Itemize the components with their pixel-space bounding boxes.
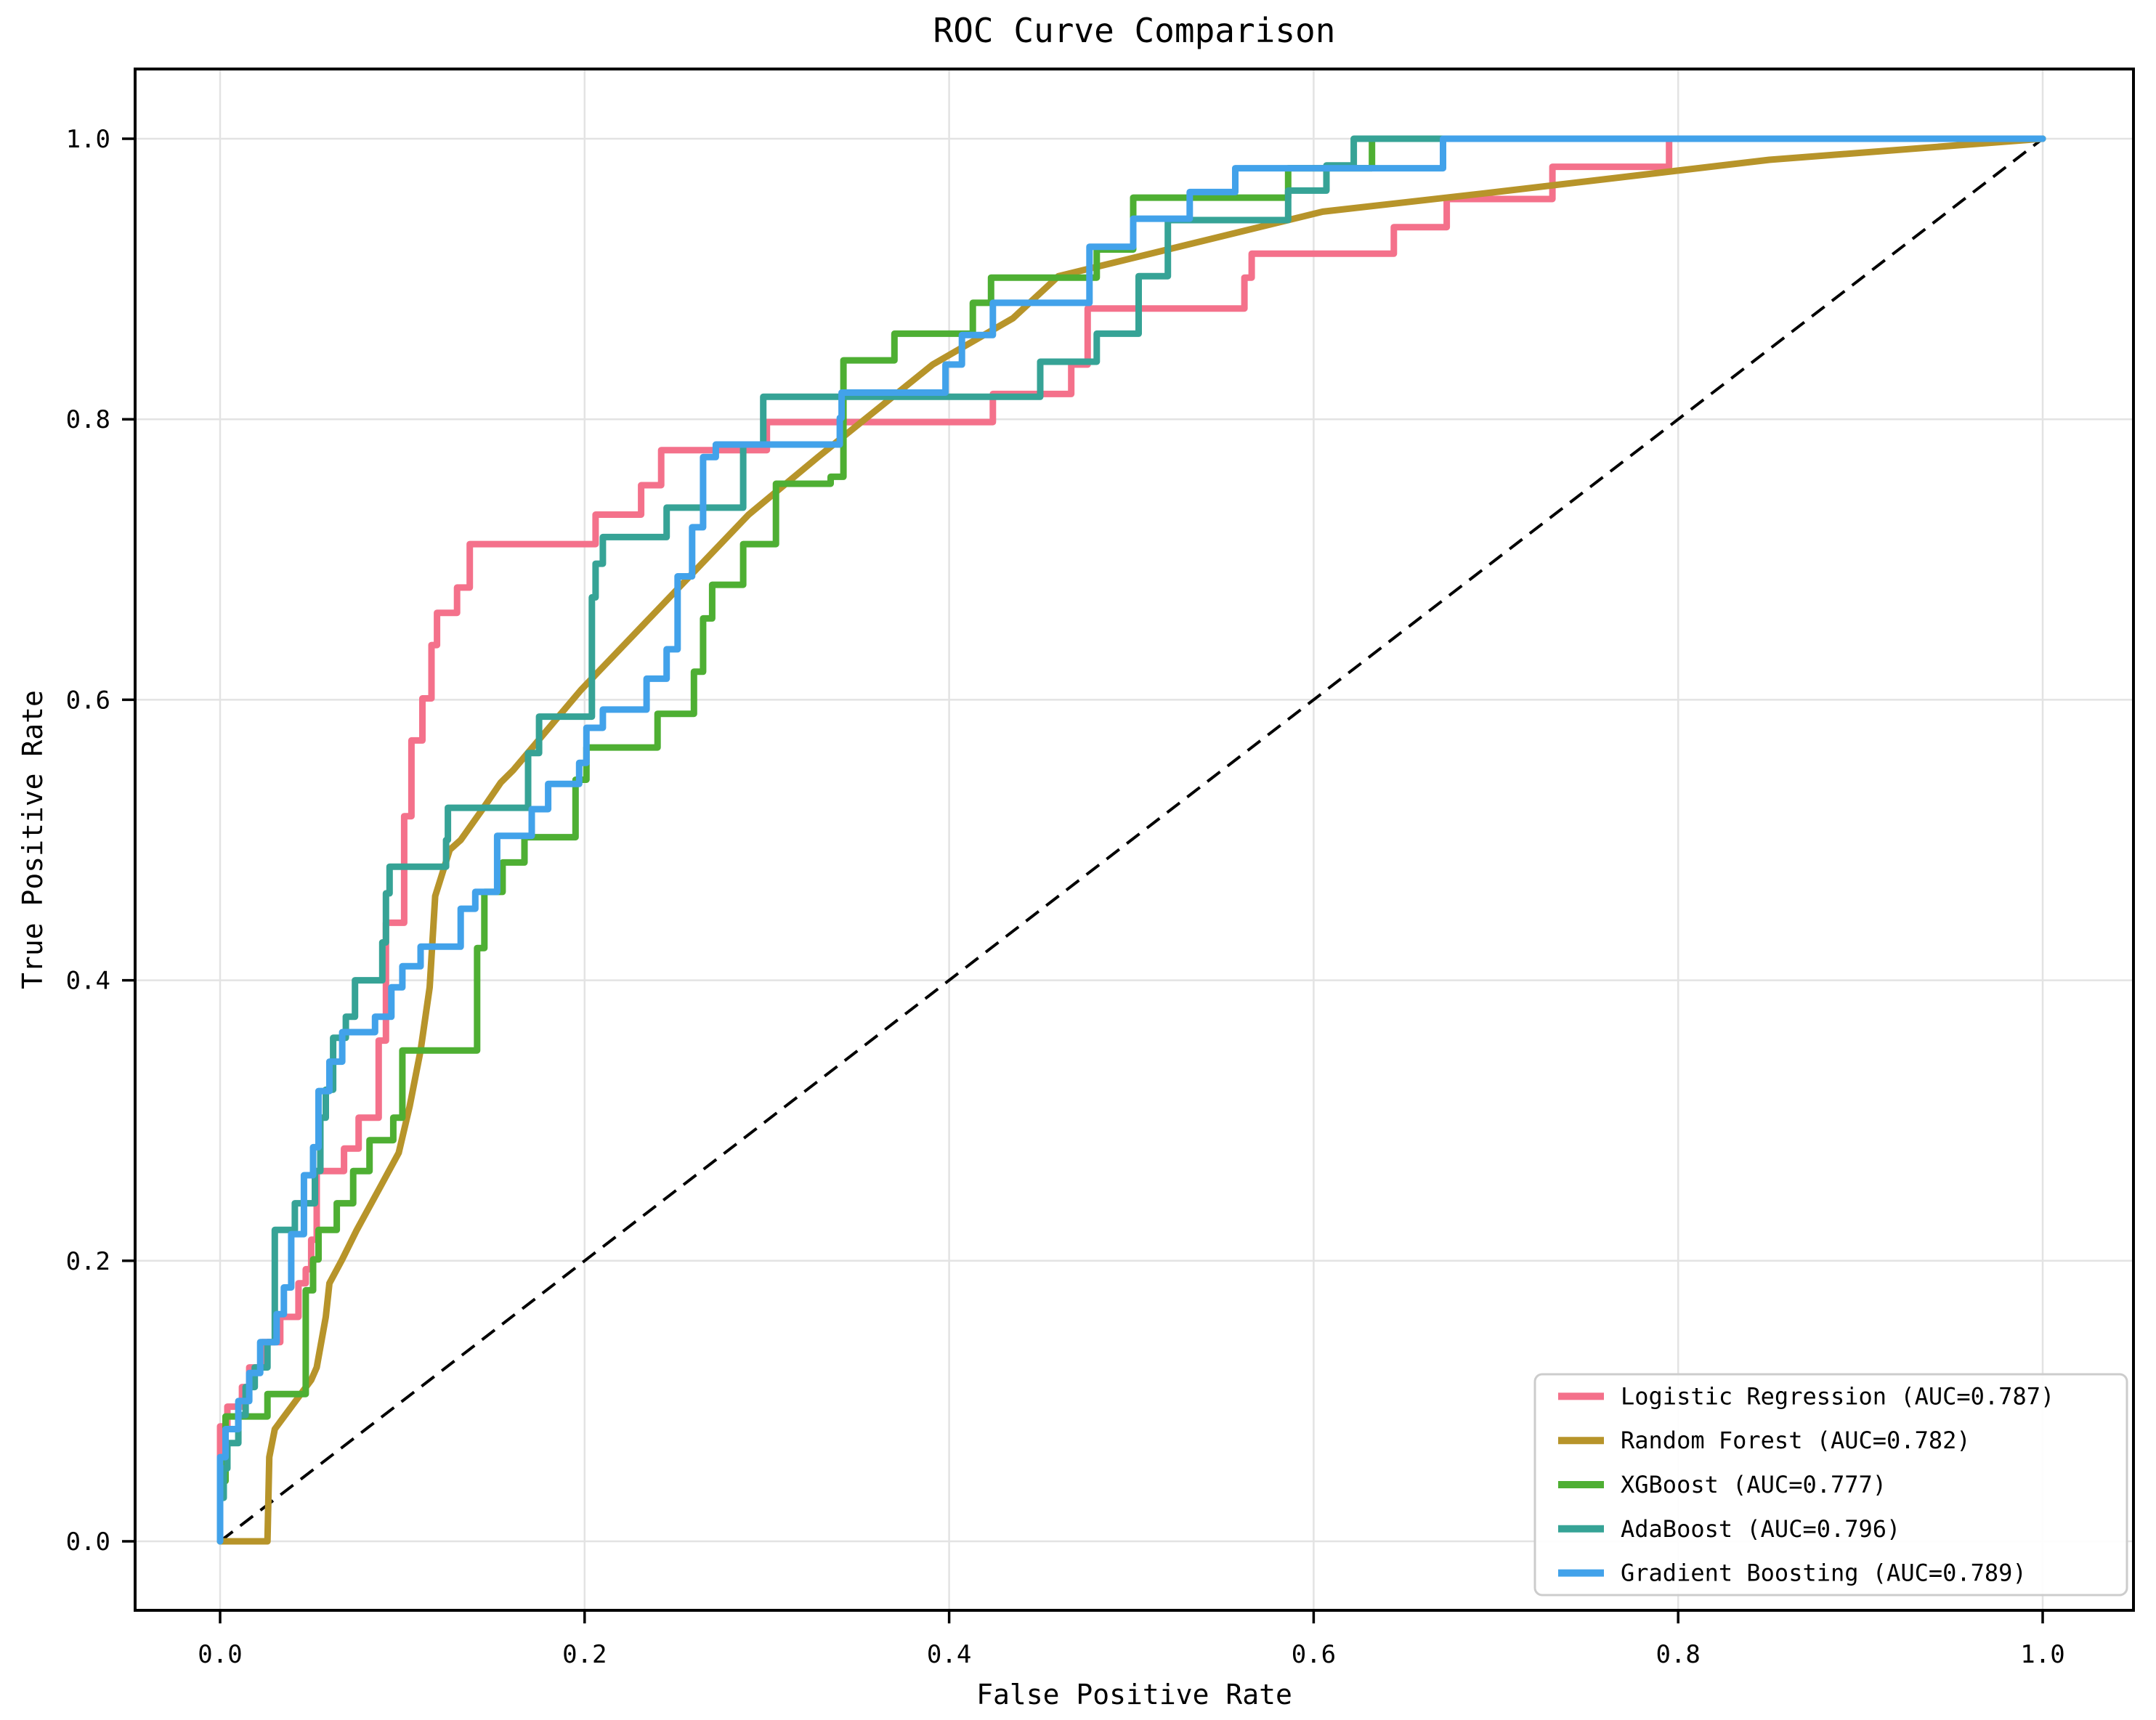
y-tick-label: 0.8 — [66, 405, 110, 434]
legend-box: Logistic Regression (AUC=0.787) Random Fo… — [1533, 1373, 2128, 1597]
legend-frame — [1533, 1373, 2128, 1597]
x-tick-label: 0.8 — [1655, 1640, 1700, 1669]
roc-curves — [216, 135, 2046, 1545]
legend-label: Gradient Boosting (AUC=0.789) — [1621, 1559, 2027, 1587]
y-tick-label: 0.0 — [66, 1528, 110, 1557]
legend-row: XGBoost (AUC=0.777) — [1558, 1471, 1886, 1498]
roc-curve-random-forest — [216, 135, 2046, 1545]
axis-ticks: 0.0 0.2 0.4 0.6 0.8 1.0 0.0 0.2 0.4 0.6 0.8 1.0 — [66, 125, 2065, 1669]
y-tick-label: 0.4 — [66, 967, 110, 996]
y-tick-label: 0.6 — [66, 686, 110, 715]
plot-spines — [134, 68, 2135, 1612]
legend-label: XGBoost (AUC=0.777) — [1621, 1471, 1886, 1498]
y-axis-label: True Positive Rate — [17, 690, 49, 989]
chart-title: ROC Curve Comparison — [933, 11, 1336, 50]
roc-curve-logistic-regression — [216, 135, 2046, 1545]
gridlines — [135, 69, 2133, 1610]
x-tick-label: 0.6 — [1292, 1640, 1336, 1669]
legend-label: Logistic Regression (AUC=0.787) — [1621, 1382, 2054, 1410]
legend-row: Gradient Boosting (AUC=0.789) — [1558, 1559, 2027, 1587]
x-axis-label: False Positive Rate — [976, 1679, 1292, 1711]
chance-diagonal — [219, 137, 2044, 1543]
legend-row: Random Forest (AUC=0.782) — [1558, 1427, 1971, 1454]
legend-row: Logistic Regression (AUC=0.787) — [1558, 1382, 2054, 1410]
x-tick-label: 0.2 — [562, 1640, 607, 1669]
x-tick-label: 1.0 — [2020, 1640, 2064, 1669]
legend-label: AdaBoost (AUC=0.796) — [1621, 1515, 1900, 1543]
y-tick-label: 1.0 — [66, 125, 110, 154]
legend-label: Random Forest (AUC=0.782) — [1621, 1427, 1971, 1454]
plot-frame — [134, 68, 2135, 1612]
x-tick-label: 0.4 — [927, 1640, 971, 1669]
legend-row: AdaBoost (AUC=0.796) — [1558, 1515, 1900, 1543]
y-tick-label: 0.2 — [66, 1247, 110, 1276]
x-tick-label: 0.0 — [198, 1640, 242, 1669]
roc-curve-gradient-boosting — [216, 135, 2046, 1545]
roc-curve-adaboost — [216, 135, 2046, 1545]
